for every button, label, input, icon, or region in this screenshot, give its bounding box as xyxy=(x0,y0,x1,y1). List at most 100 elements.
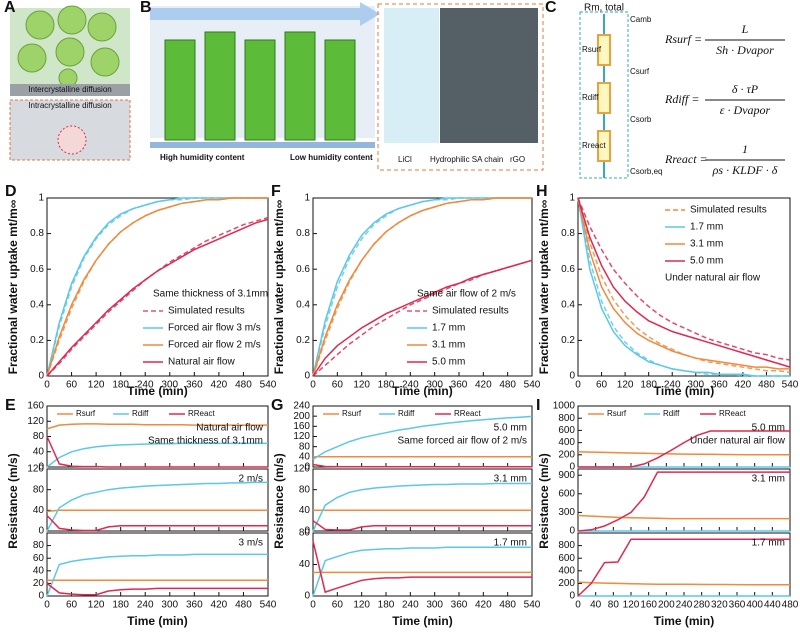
label: Intercrystalline diffusion xyxy=(28,85,111,94)
series-line xyxy=(46,553,268,597)
x-tick-label: 180 xyxy=(112,600,129,611)
x-tick-label: 300 xyxy=(426,600,443,611)
label: Csorb,eq xyxy=(630,167,662,176)
x-tick-label: 240 xyxy=(402,600,419,611)
y-tick-label: 40 xyxy=(33,565,45,576)
x-axis-label: Time (min) xyxy=(654,384,714,398)
x-tick-label: 120 xyxy=(353,600,370,611)
series-line xyxy=(577,514,790,520)
gradient-bar xyxy=(150,142,375,148)
label: Csorb xyxy=(630,115,652,124)
x-tick-label: 120 xyxy=(88,380,105,391)
x-tick-label: 60 xyxy=(596,380,608,391)
series-line xyxy=(46,442,268,468)
x-tick-label: 300 xyxy=(687,380,704,391)
label: Camb xyxy=(630,15,652,24)
x-axis-label: Time (min) xyxy=(392,614,452,628)
y-tick-label: 40 xyxy=(299,559,311,570)
x-tick-label: 120 xyxy=(353,380,370,391)
x-tick-label: 0 xyxy=(575,380,581,391)
legend-label: RReact xyxy=(188,409,215,418)
y-axis-label: Fractional water uptake mt/m∞ xyxy=(272,200,286,375)
annotation: 1.7 mm xyxy=(494,538,527,549)
panel-letter: G xyxy=(271,397,283,414)
legend-label: 5.0 mm xyxy=(690,256,723,267)
legend-label: 1.7 mm xyxy=(690,222,723,233)
y-tick-label: 0.4 xyxy=(30,299,44,310)
annotation: 2 m/s xyxy=(239,474,263,485)
x-tick-label: 320 xyxy=(711,600,728,611)
panel-c: C Rm, total Camb Rsurf Csurf Rdiff Csorb… xyxy=(545,0,662,179)
series-line xyxy=(312,463,532,468)
series-line xyxy=(577,197,791,368)
annotation: 1.7 mm xyxy=(752,538,785,549)
x-tick-label: 360 xyxy=(451,600,468,611)
x-tick-label: 360 xyxy=(711,380,728,391)
x-tick-label: 420 xyxy=(211,600,228,611)
pore xyxy=(57,125,87,155)
panel-letter: E xyxy=(5,397,16,414)
x-tick-label: 80 xyxy=(608,600,620,611)
x-tick-label: 480 xyxy=(499,600,516,611)
x-tick-label: 400 xyxy=(746,600,763,611)
label: Rreact xyxy=(582,141,606,150)
x-tick-label: 200 xyxy=(658,600,675,611)
legend-label: Rdiff xyxy=(132,409,149,418)
x-tick-label: 360 xyxy=(729,600,746,611)
equation-denominator: ε · Dvapor xyxy=(720,103,771,117)
x-tick-label: 480 xyxy=(499,380,516,391)
plot-frame xyxy=(312,468,533,532)
y-tick-label: 0.4 xyxy=(561,299,575,310)
circuit-box xyxy=(579,11,629,179)
series-line xyxy=(312,546,532,597)
series-line xyxy=(577,197,790,377)
y-tick-label: 1 xyxy=(38,193,44,204)
y-tick-label: 900 xyxy=(558,470,575,481)
panel-letter: F xyxy=(271,183,281,200)
equation-denominator: Sh · Dvapor xyxy=(716,43,774,57)
y-tick-label: 80 xyxy=(299,528,311,539)
panel-letter: I xyxy=(536,397,540,414)
y-tick-label: 200 xyxy=(558,449,575,460)
series-line xyxy=(46,436,268,468)
x-tick-label: 540 xyxy=(524,380,541,391)
series-line xyxy=(577,581,790,586)
y-tick-label: 40 xyxy=(299,451,311,462)
annotation: Same thickness of 3.1mm xyxy=(153,289,268,300)
y-tick-label: 40 xyxy=(299,505,311,516)
x-tick-label: 420 xyxy=(211,380,228,391)
y-axis-label: Fractional water uptake mt/m∞ xyxy=(6,200,20,375)
panel-a: A Intercrystalline diffusion Intracrysta… xyxy=(4,0,131,161)
y-axis-label: Resistance (m/s) xyxy=(6,453,20,548)
x-tick-label: 120 xyxy=(88,600,105,611)
series-line xyxy=(312,520,532,531)
plot-frame xyxy=(46,197,269,377)
y-tick-label: 800 xyxy=(558,413,575,424)
label: Rsurf xyxy=(582,45,602,54)
y-tick-label: 80 xyxy=(33,431,45,442)
y-tick-label: 300 xyxy=(558,507,575,518)
y-tick-label: 0.6 xyxy=(30,264,44,275)
equation-denominator: ρs · KLDF · δ xyxy=(712,163,778,177)
legend-label: Forced air flow 3 m/s xyxy=(168,323,261,334)
equation-lhs: Rsurf = xyxy=(664,32,702,46)
x-tick-label: 240 xyxy=(664,380,681,391)
legend-label: Forced air flow 2 m/s xyxy=(168,340,261,351)
label: Intracrystalline diffusion xyxy=(28,101,111,110)
x-tick-label: 180 xyxy=(378,380,395,391)
series-line xyxy=(312,197,532,377)
y-tick-label: 0 xyxy=(569,526,575,537)
inset-right xyxy=(440,8,538,143)
x-tick-label: 360 xyxy=(186,600,203,611)
y-tick-label: 1 xyxy=(569,193,575,204)
equation-numerator: L xyxy=(741,22,749,36)
label: LiCl xyxy=(398,155,412,164)
x-tick-label: 180 xyxy=(378,600,395,611)
legend-label: 1.7 mm xyxy=(432,323,465,334)
y-tick-label: 0.4 xyxy=(296,299,310,310)
x-tick-label: 120 xyxy=(617,380,634,391)
x-tick-label: 0 xyxy=(575,600,581,611)
y-tick-label: 160 xyxy=(293,421,310,432)
panel-letter: C xyxy=(545,0,557,16)
